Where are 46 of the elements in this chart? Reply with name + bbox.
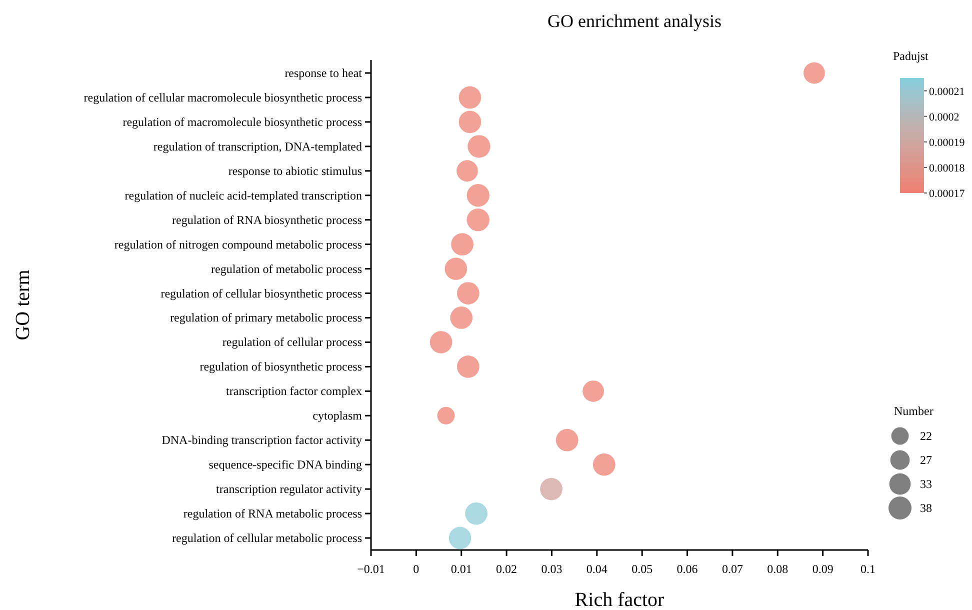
color-bar-title: Padujst <box>893 49 930 63</box>
y-tick-label: regulation of macromolecule biosynthetic process <box>122 114 362 129</box>
y-tick-label: regulation of biosynthetic process <box>200 360 362 374</box>
color-bar-label: 0.00019 <box>929 136 966 149</box>
x-axis-title: Rich factor <box>574 589 665 610</box>
y-tick-label: sequence-specific DNA binding <box>208 458 362 472</box>
x-tick-label: 0.09 <box>812 562 834 576</box>
x-tick-label: 0.1 <box>860 562 876 576</box>
color-bar-label: 0.0002 <box>929 111 960 124</box>
y-tick-label: transcription regulator activity <box>216 482 362 496</box>
y-tick-label: regulation of metabolic process <box>211 262 362 276</box>
legend-label: 27 <box>920 453 932 467</box>
y-tick-label: regulation of cellular macromolecule biosynthetic process <box>84 90 362 104</box>
x-tick-label: 0.06 <box>676 562 698 576</box>
y-tick-label: DNA-binding transcription factor activity <box>162 433 362 448</box>
y-tick-label: response to abiotic stimulus <box>228 164 362 178</box>
legend-title: Number <box>894 404 934 418</box>
y-tick-label: cytoplasm <box>312 408 363 423</box>
y-tick-label: regulation of nucleic acid-templated transcription <box>124 188 362 202</box>
x-tick-label: −0.01 <box>357 562 385 576</box>
y-tick-label: regulation of nitrogen compound metabolic process <box>114 237 362 252</box>
x-tick-label: 0.02 <box>496 562 518 576</box>
x-tick-label: 0 <box>413 562 420 576</box>
x-tick-label: 0.05 <box>632 562 653 576</box>
y-tick-label: regulation of cellular biosynthetic process <box>160 286 362 300</box>
legend-label: 22 <box>920 429 932 443</box>
y-tick-label: regulation of cellular process <box>222 335 362 350</box>
y-tick-label: response to heat <box>284 66 363 80</box>
legend-label: 33 <box>920 477 932 491</box>
color-bar-label: 0.00018 <box>929 162 966 174</box>
y-axis-title: GO term <box>12 269 34 340</box>
x-tick-label: 0.08 <box>767 562 788 576</box>
y-tick-label: transcription factor complex <box>226 384 362 398</box>
y-tick-label: regulation of RNA metabolic process <box>183 506 362 521</box>
x-tick-label: 0.07 <box>722 562 743 576</box>
color-bar-label: 0.00017 <box>929 188 966 200</box>
y-tick-label: regulation of cellular metabolic process <box>172 531 362 545</box>
y-tick-label: regulation of primary metabolic process <box>170 310 362 325</box>
y-tick-label: regulation of transcription, DNA-templated <box>153 139 362 154</box>
x-tick-label: 0.01 <box>450 562 472 576</box>
legend-label: 38 <box>920 501 932 515</box>
chart-title: GO enrichment analysis <box>548 11 722 31</box>
x-tick-label: 0.04 <box>586 562 608 576</box>
y-tick-label: regulation of RNA biosynthetic process <box>172 212 362 227</box>
color-bar-label: 0.00021 <box>929 86 965 98</box>
x-tick-label: 0.03 <box>541 562 562 576</box>
